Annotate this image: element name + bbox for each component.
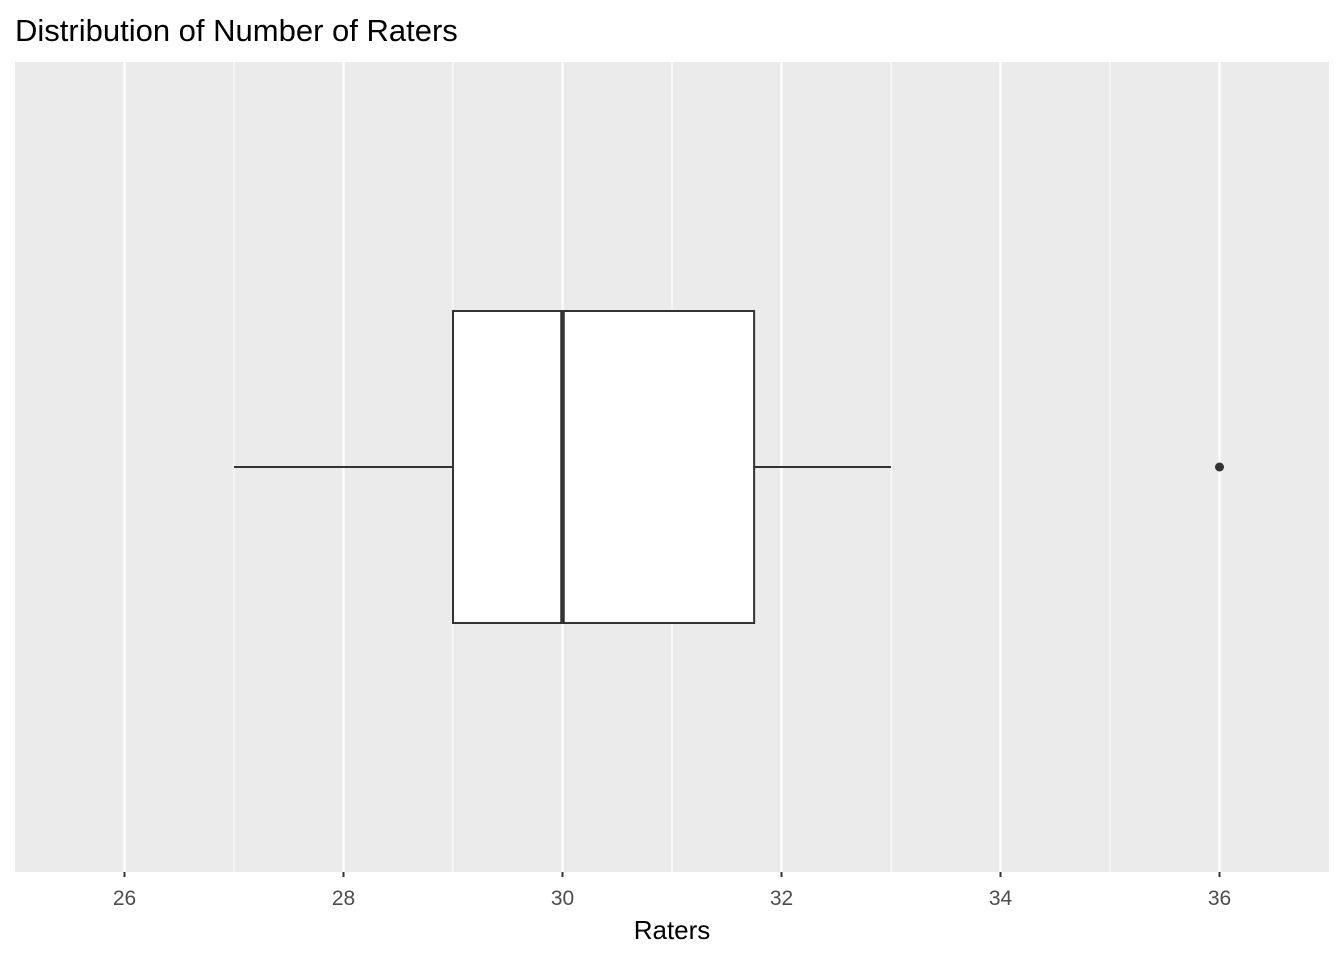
- x-tick-label: 30: [551, 887, 574, 910]
- boxplot-series: [234, 310, 1224, 624]
- x-tick-label: 28: [332, 887, 355, 910]
- outlier-point: [1215, 462, 1224, 472]
- chart-title: Distribution of Number of Raters: [15, 13, 458, 48]
- x-tick-label: 26: [113, 887, 136, 910]
- x-axis-title: Raters: [634, 915, 711, 945]
- x-tick-label: 34: [989, 887, 1013, 910]
- x-tick-label: 36: [1208, 887, 1231, 910]
- x-tick-label: 32: [770, 887, 793, 910]
- x-axis-ticks: 26 28 30 32 34 36: [113, 872, 1231, 910]
- interquartile-box: [452, 310, 756, 624]
